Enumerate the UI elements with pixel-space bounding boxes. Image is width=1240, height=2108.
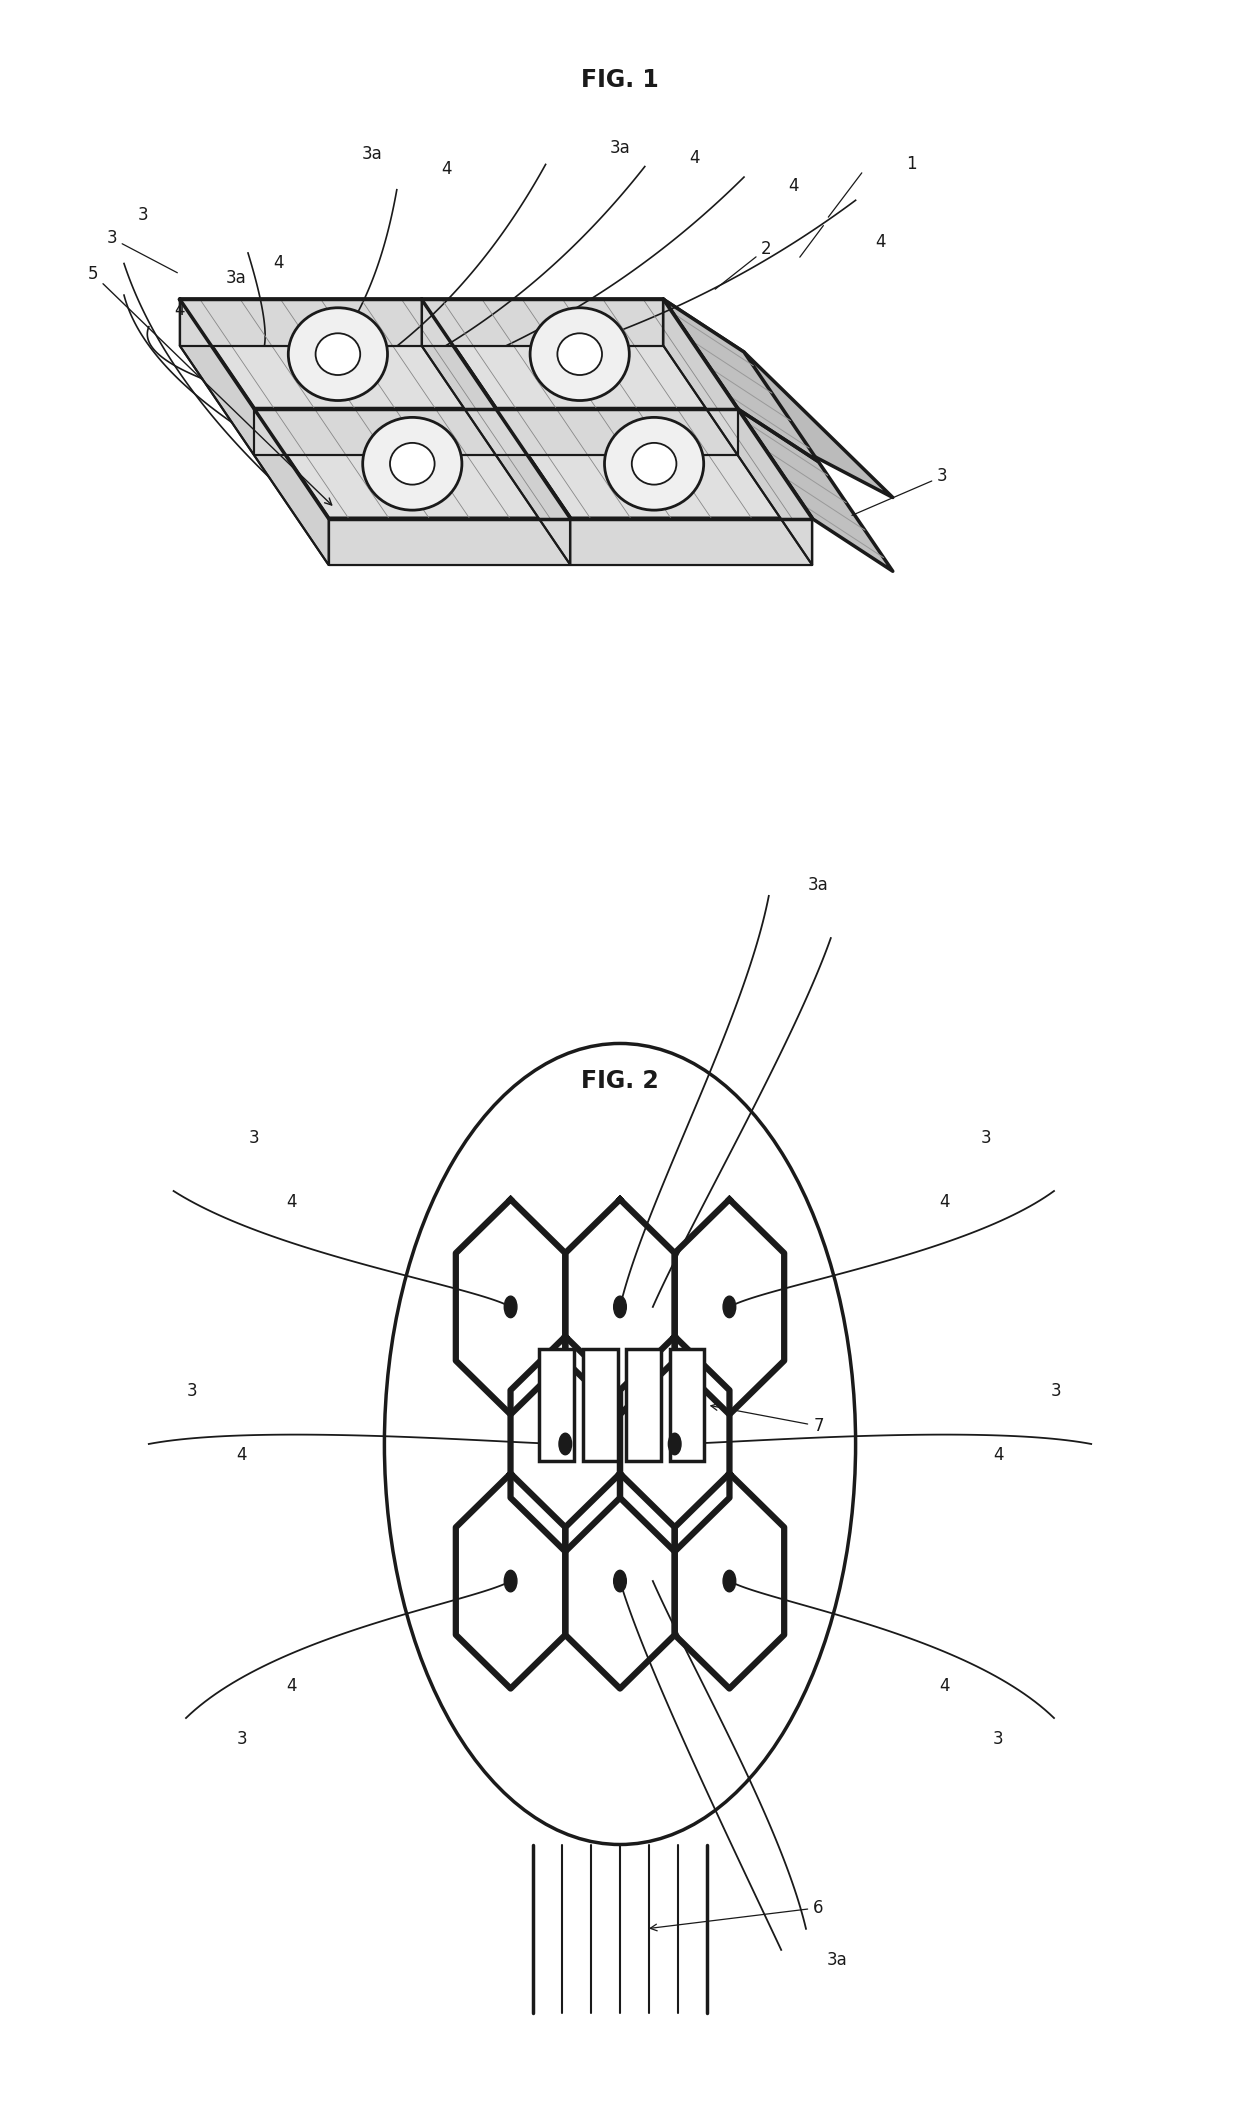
Text: 3a: 3a <box>827 1952 847 1969</box>
Text: 4: 4 <box>875 234 885 251</box>
Polygon shape <box>663 299 818 462</box>
Polygon shape <box>180 299 663 346</box>
Circle shape <box>614 1296 626 1318</box>
Polygon shape <box>456 1473 565 1689</box>
Text: 2: 2 <box>715 240 771 289</box>
Circle shape <box>505 1570 517 1592</box>
Polygon shape <box>663 299 812 565</box>
Ellipse shape <box>631 443 677 485</box>
Ellipse shape <box>315 333 361 375</box>
Text: 7: 7 <box>711 1404 823 1436</box>
Text: 4: 4 <box>286 1678 296 1695</box>
Text: 4: 4 <box>940 1678 950 1695</box>
Polygon shape <box>511 1336 620 1551</box>
Circle shape <box>505 1296 517 1318</box>
Text: 6: 6 <box>650 1899 823 1931</box>
Ellipse shape <box>604 417 703 510</box>
Text: 4: 4 <box>175 301 185 318</box>
Text: 4: 4 <box>274 255 284 272</box>
Text: 4: 4 <box>237 1446 247 1463</box>
Text: 3: 3 <box>187 1383 197 1400</box>
Polygon shape <box>456 1199 565 1414</box>
Text: FIG. 2: FIG. 2 <box>582 1069 658 1094</box>
Text: 3: 3 <box>237 1731 247 1748</box>
Circle shape <box>723 1296 735 1318</box>
Text: 4: 4 <box>940 1193 950 1210</box>
Bar <box>670 1349 704 1461</box>
Text: 3: 3 <box>107 230 177 272</box>
Ellipse shape <box>531 308 630 401</box>
Text: 3: 3 <box>852 468 947 514</box>
Polygon shape <box>422 299 570 565</box>
Ellipse shape <box>389 443 434 485</box>
Text: 3: 3 <box>993 1731 1003 1748</box>
Polygon shape <box>675 1473 784 1689</box>
Polygon shape <box>675 1199 784 1414</box>
Text: 3: 3 <box>1052 1383 1061 1400</box>
Polygon shape <box>496 409 812 519</box>
Polygon shape <box>180 299 812 519</box>
Text: 3a: 3a <box>362 145 382 162</box>
Circle shape <box>384 1043 856 1844</box>
Polygon shape <box>620 1336 729 1551</box>
Text: 3: 3 <box>981 1130 991 1147</box>
Text: FIG. 1: FIG. 1 <box>582 67 658 93</box>
Text: 4: 4 <box>993 1446 1003 1463</box>
Bar <box>626 1349 661 1461</box>
Ellipse shape <box>362 417 463 510</box>
Text: 3: 3 <box>138 207 148 223</box>
Polygon shape <box>180 299 496 409</box>
Polygon shape <box>565 1473 675 1689</box>
Text: 3a: 3a <box>610 139 630 156</box>
Text: 3a: 3a <box>808 877 828 894</box>
Polygon shape <box>738 409 893 571</box>
Circle shape <box>723 1570 735 1592</box>
Text: 4: 4 <box>286 1193 296 1210</box>
Polygon shape <box>254 409 738 455</box>
Polygon shape <box>565 1199 675 1414</box>
Text: 4: 4 <box>789 177 799 194</box>
Circle shape <box>559 1433 572 1455</box>
Bar <box>583 1349 618 1461</box>
Polygon shape <box>422 299 738 409</box>
Ellipse shape <box>558 333 603 375</box>
Text: 4: 4 <box>689 150 699 167</box>
Polygon shape <box>180 299 329 565</box>
Text: 5: 5 <box>88 266 331 506</box>
Bar <box>539 1349 574 1461</box>
Ellipse shape <box>288 308 387 401</box>
Polygon shape <box>663 299 893 519</box>
Polygon shape <box>329 455 812 519</box>
Text: 3a: 3a <box>226 270 246 287</box>
Circle shape <box>614 1570 626 1592</box>
Polygon shape <box>254 409 570 519</box>
Text: 3: 3 <box>249 1130 259 1147</box>
Circle shape <box>668 1433 681 1455</box>
Polygon shape <box>329 519 812 565</box>
Text: 4: 4 <box>441 160 451 177</box>
Text: 1: 1 <box>906 156 916 173</box>
